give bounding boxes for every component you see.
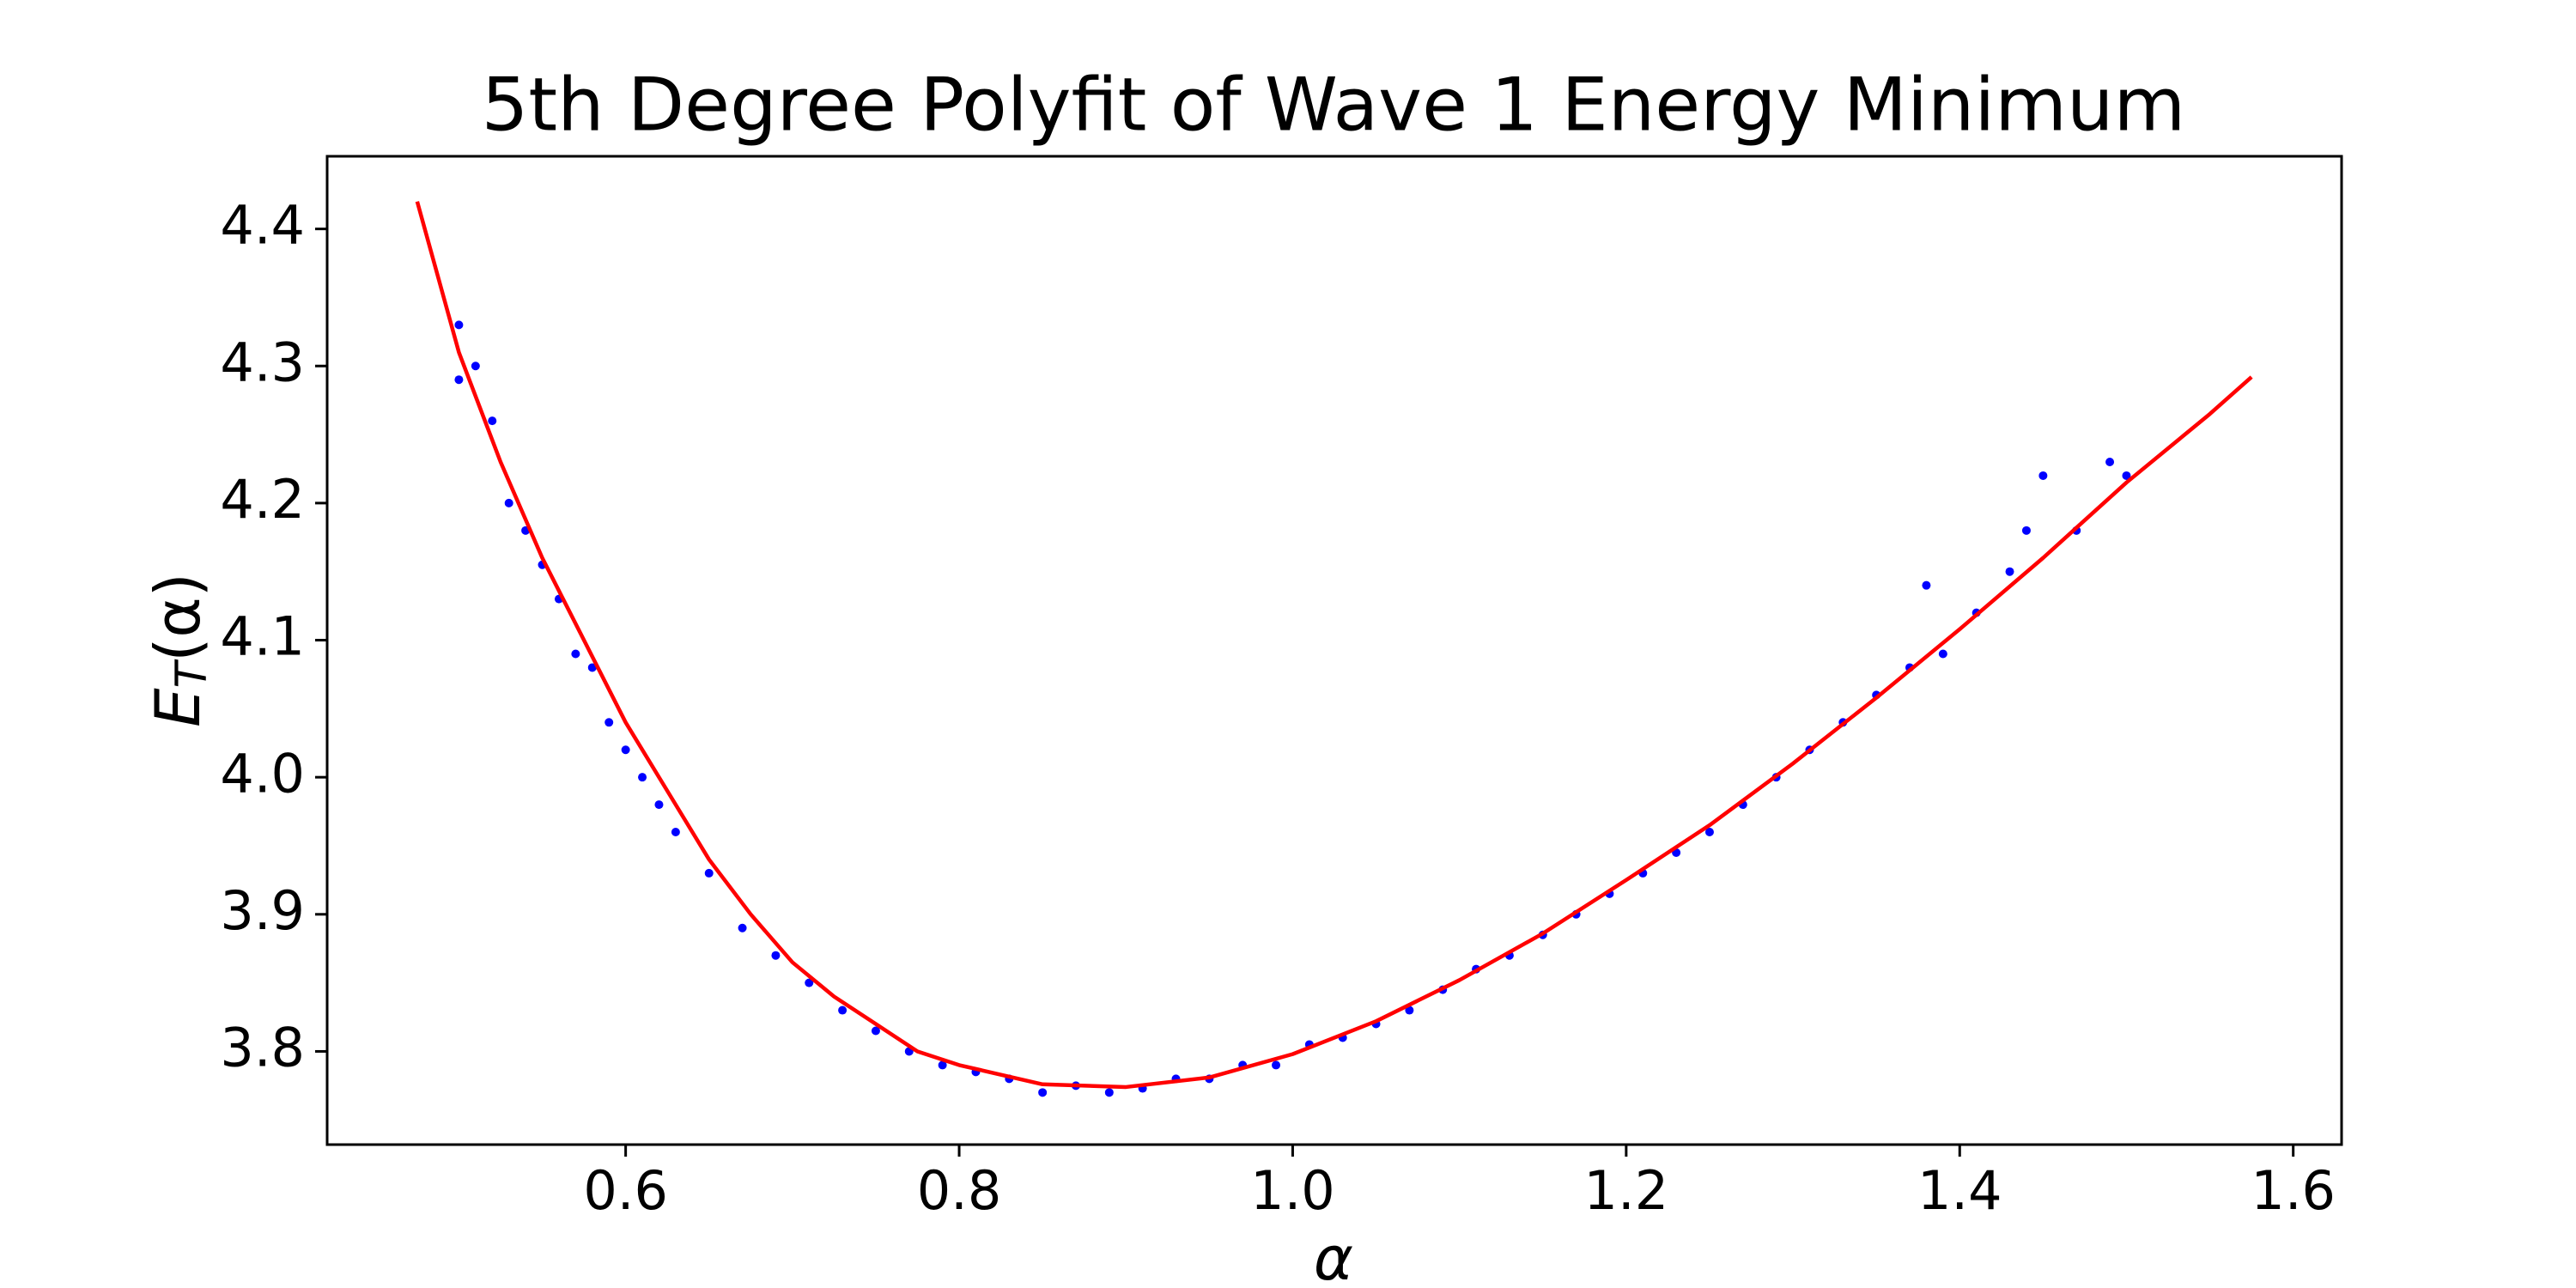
data-point xyxy=(621,745,630,755)
plot-frame xyxy=(325,155,2343,1146)
data-point xyxy=(1922,580,1931,590)
x-tick-label: 1.4 xyxy=(1917,1159,2002,1222)
x-tick-label: 1.2 xyxy=(1584,1159,1669,1222)
data-point xyxy=(2105,457,2115,466)
data-point xyxy=(2122,471,2131,480)
data-point xyxy=(1704,828,1714,837)
x-axis-label: α xyxy=(1314,1224,1353,1288)
data-point xyxy=(771,951,781,960)
data-point xyxy=(704,868,714,878)
data-point xyxy=(504,498,513,507)
data-point xyxy=(471,361,480,371)
y-label-main: E xyxy=(142,688,214,727)
x-tick-label: 1.0 xyxy=(1250,1159,1335,1222)
x-tick-label: 0.8 xyxy=(917,1159,1002,1222)
data-point xyxy=(871,1026,880,1036)
y-tick-label: 3.9 xyxy=(220,879,305,942)
x-tick-label: 1.6 xyxy=(2251,1159,2336,1222)
data-point xyxy=(1038,1088,1048,1097)
data-point xyxy=(938,1060,947,1070)
y-axis-label: ET(α) xyxy=(142,573,216,727)
data-point xyxy=(605,718,614,727)
data-point xyxy=(654,800,664,810)
data-point xyxy=(738,923,747,933)
y-tick-label: 4.1 xyxy=(220,605,305,668)
data-point xyxy=(638,773,647,782)
y-tick-label: 4.2 xyxy=(220,468,305,531)
fit-line xyxy=(415,201,2253,1090)
data-point xyxy=(805,978,814,987)
data-point xyxy=(671,828,680,837)
x-tick-label: 0.6 xyxy=(583,1159,668,1222)
data-point xyxy=(2021,526,2031,535)
y-tick-label: 4.0 xyxy=(220,742,305,805)
data-point xyxy=(1938,649,1947,659)
y-tick-label: 3.8 xyxy=(220,1017,305,1079)
data-point xyxy=(488,416,497,426)
data-point xyxy=(2038,471,2048,480)
data-point xyxy=(454,375,464,385)
data-point xyxy=(571,649,580,659)
y-label-rest: (α) xyxy=(142,573,214,662)
data-point xyxy=(1104,1088,1114,1097)
data-point xyxy=(838,1005,848,1015)
y-label-sub: T xyxy=(167,659,216,688)
y-tick-label: 4.4 xyxy=(220,194,305,257)
data-point xyxy=(1272,1060,1281,1070)
data-point xyxy=(1405,1005,1414,1015)
data-point xyxy=(587,663,597,672)
data-point xyxy=(2005,567,2014,576)
y-tick-label: 4.3 xyxy=(220,331,305,393)
chart-title: 5th Degree Polyfit of Wave 1 Energy Mini… xyxy=(482,62,2186,148)
data-point xyxy=(454,320,464,330)
